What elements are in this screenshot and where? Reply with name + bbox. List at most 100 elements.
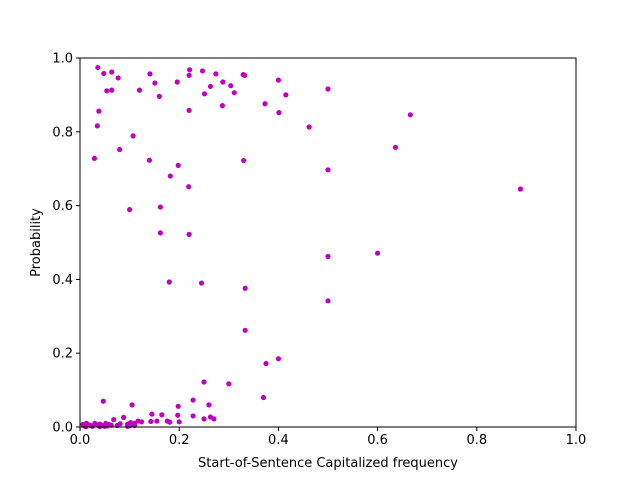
data-point: [117, 146, 123, 153]
data-point: [176, 419, 182, 425]
data-point: [115, 75, 121, 81]
data-point: [241, 157, 247, 164]
data-point: [130, 133, 136, 139]
x-tick-label: 0.4: [268, 433, 289, 448]
x-axis-label: Start-of-Sentence Capitalized frequency: [198, 456, 458, 471]
x-tick-label: 0.0: [70, 433, 91, 448]
data-point: [325, 253, 331, 260]
data-point: [129, 402, 135, 408]
data-point: [109, 87, 115, 93]
data-point: [109, 69, 115, 75]
x-tick-label: 0.8: [466, 433, 487, 448]
data-point: [136, 87, 143, 93]
data-point: [111, 417, 117, 423]
data-point: [375, 250, 381, 256]
data-point: [325, 167, 331, 173]
data-point: [149, 411, 155, 417]
data-point: [96, 108, 102, 114]
data-point: [159, 412, 165, 418]
data-point: [275, 77, 281, 83]
y-tick-label: 0.6: [52, 199, 73, 214]
data-point: [157, 204, 163, 210]
data-point: [104, 88, 110, 94]
x-tick-label: 0.2: [169, 433, 190, 448]
data-point: [242, 285, 248, 291]
data-point: [166, 279, 172, 285]
y-tick-label: 0.2: [52, 347, 73, 362]
y-tick-label: 0.8: [52, 125, 73, 140]
y-axis-label: Probability: [29, 208, 44, 277]
data-point: [219, 103, 225, 109]
data-point: [121, 414, 127, 421]
data-point: [167, 173, 173, 179]
data-point: [201, 379, 207, 385]
data-point: [186, 184, 192, 190]
data-point: [108, 422, 114, 428]
data-point: [148, 418, 154, 425]
x-tick-label: 0.6: [367, 433, 388, 448]
data-point: [186, 72, 192, 78]
data-point: [231, 90, 237, 96]
data-point: [262, 101, 268, 107]
plot-frame: [79, 57, 577, 428]
data-point: [260, 394, 267, 401]
data-point: [207, 83, 214, 90]
data-point: [407, 112, 413, 118]
data-point: [242, 327, 248, 333]
data-point: [276, 110, 282, 116]
data-point: [175, 403, 181, 409]
data-point: [306, 124, 312, 130]
data-point: [91, 155, 97, 161]
data-point: [89, 423, 95, 429]
data-point: [147, 71, 153, 77]
data-point: [186, 231, 192, 237]
data-point: [175, 162, 181, 168]
data-point: [228, 83, 234, 89]
data-point: [146, 157, 153, 163]
data-point: [206, 402, 212, 408]
data-point: [226, 381, 232, 387]
data-point: [104, 423, 110, 429]
data-point: [95, 64, 101, 71]
y-tick-label: 0.0: [52, 421, 73, 436]
data-point: [325, 86, 331, 92]
data-point: [201, 91, 208, 97]
data-point: [156, 93, 162, 99]
data-point: [213, 71, 219, 77]
data-point: [275, 356, 281, 362]
data-point: [517, 186, 524, 192]
x-axis-ticks: 0.0 0.2 0.4 0.6 0.8 1.0: [70, 427, 587, 448]
x-tick-label: 1.0: [566, 433, 587, 448]
data-point: [154, 418, 160, 424]
data-point: [199, 68, 206, 74]
data-point: [167, 419, 173, 425]
data-point: [198, 280, 205, 286]
data-point: [283, 92, 289, 98]
data-point: [211, 416, 217, 422]
data-point: [325, 298, 331, 304]
data-point: [152, 80, 158, 86]
data-point: [94, 123, 100, 129]
data-point: [187, 67, 193, 73]
data-point: [138, 419, 145, 425]
data-point: [175, 412, 181, 418]
data-point: [242, 72, 248, 78]
data-point: [174, 79, 180, 85]
data-point: [186, 107, 192, 113]
data-point: [190, 397, 196, 403]
y-tick-label: 1.0: [52, 52, 73, 67]
data-point: [127, 207, 133, 213]
data-point: [125, 423, 131, 429]
data-point: [190, 413, 196, 419]
y-axis-ticks: 0.0 0.2 0.4 0.6 0.8 1.0: [52, 52, 80, 436]
data-point: [101, 70, 107, 77]
data-points: [80, 64, 524, 430]
data-point: [392, 144, 399, 150]
data-point: [220, 79, 226, 85]
data-point: [201, 416, 207, 422]
data-point: [100, 398, 106, 404]
y-tick-label: 0.4: [52, 273, 73, 288]
data-point: [157, 230, 163, 236]
